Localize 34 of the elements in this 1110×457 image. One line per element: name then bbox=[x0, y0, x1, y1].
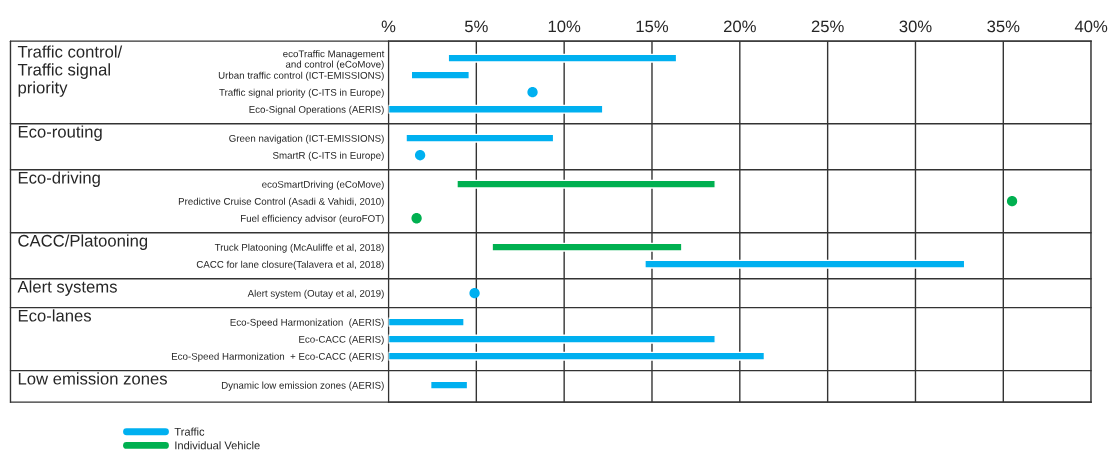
x-tick-label: 35% bbox=[987, 20, 1020, 33]
legend-label: Traffic bbox=[174, 427, 205, 436]
text: Traffic control/ Traffic signal priority bbox=[17, 45, 123, 97]
y-tick-label: Traffic signal priority (C-ITS in Europe) bbox=[219, 88, 384, 98]
x-tick-label: 25% bbox=[811, 20, 844, 33]
text: Alert systems bbox=[17, 280, 117, 296]
text: CACC/Platooning bbox=[18, 234, 148, 250]
y-tick-label: Dynamic low emission zones (AERIS) bbox=[221, 381, 384, 391]
text: Low emission zones bbox=[18, 372, 167, 385]
x-tick-label: 5% bbox=[464, 20, 488, 33]
x-tick-label: 15% bbox=[636, 20, 669, 33]
y-tick-label: Green navigation (ICT-EMISSIONS) bbox=[229, 134, 384, 144]
text: Eco-lanes bbox=[18, 309, 92, 322]
y-tick-label: ecoTraffic Management and control (eCoMove) bbox=[283, 50, 385, 70]
y-tick-label: Alert system (Outay et al, 2019) bbox=[247, 289, 384, 299]
x-tick-label: 30% bbox=[899, 20, 932, 33]
y-tick-label: CACC for lane closure(Talavera et al, 2018) bbox=[196, 260, 384, 270]
y-tick-label: Eco-Signal Operations (AERIS) bbox=[249, 105, 384, 115]
legend-label: Individual Vehicle bbox=[175, 441, 260, 450]
y-tick-label: Eco-Speed Harmonization (AERIS) bbox=[230, 318, 384, 328]
x-tick-label: % bbox=[381, 20, 396, 33]
y-tick-label: Eco-Speed Harmonization + Eco-CACC (AERIS) bbox=[171, 352, 384, 362]
y-tick-label: Urban traffic control (ICT-EMISSIONS) bbox=[218, 71, 384, 81]
y-tick-label: Predictive Cruise Control (Asadi & Vahidi, 2010) bbox=[178, 197, 384, 207]
y-tick-label: Fuel efficiency advisor (euroFOT) bbox=[241, 214, 384, 224]
x-tick-label: 10% bbox=[548, 20, 581, 33]
y-tick-label: Eco-CACC (AERIS) bbox=[299, 335, 384, 345]
x-tick-label: 40% bbox=[1074, 20, 1108, 33]
y-tick-label: Truck Platooning (McAuliffe et al, 2018) bbox=[214, 243, 384, 253]
x-tick-label: 20% bbox=[723, 20, 756, 33]
text: Eco-routing bbox=[18, 125, 102, 141]
y-tick-label: ecoSmartDriving (eCoMove) bbox=[262, 180, 384, 190]
text: Eco-driving bbox=[18, 171, 100, 187]
y-tick-label: SmartR (C-ITS in Europe) bbox=[272, 151, 384, 161]
